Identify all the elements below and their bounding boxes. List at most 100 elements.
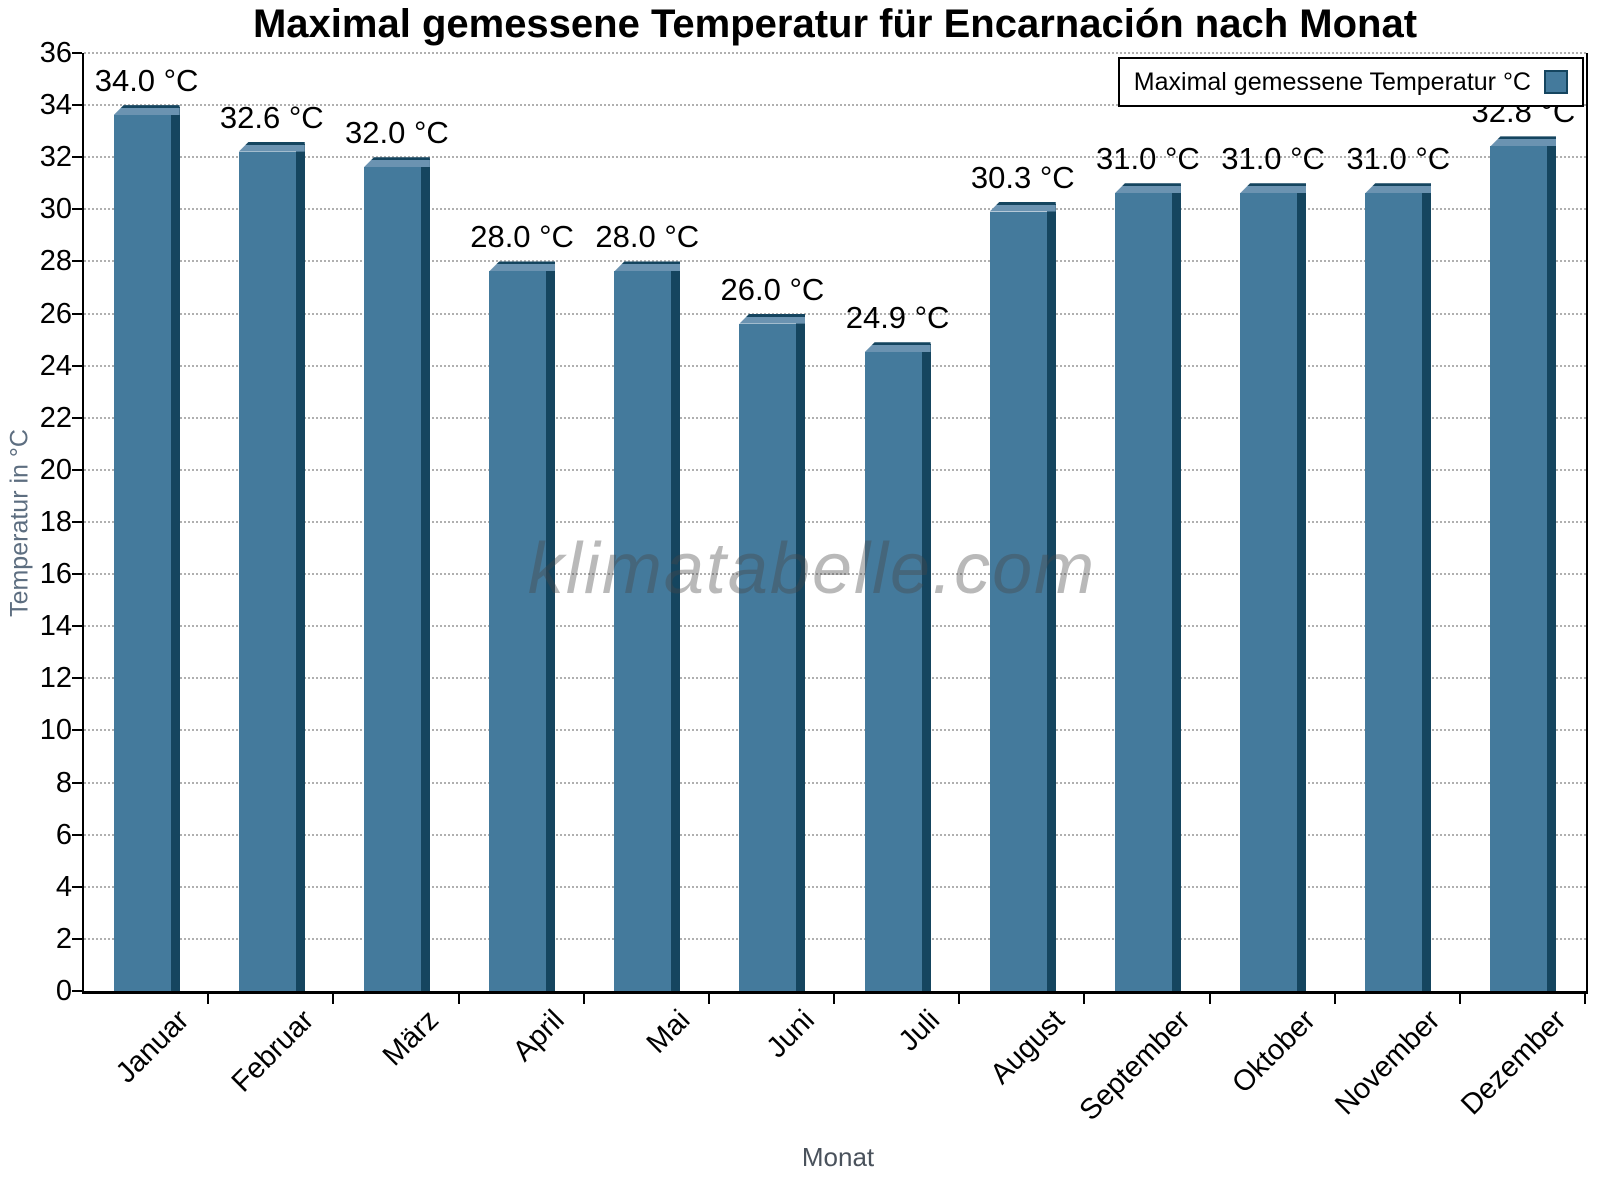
y-tick-mark — [72, 781, 82, 784]
bar-front-face — [238, 151, 296, 991]
bar: 30.3 °C — [971, 160, 1075, 991]
bar: 31.0 °C — [1221, 141, 1325, 991]
bar-top-face — [238, 141, 305, 152]
y-tick-label: 30 — [39, 193, 72, 226]
y-tick-label: 6 — [55, 818, 72, 851]
bar-side-face — [1547, 138, 1557, 991]
y-tick-label: 12 — [39, 662, 72, 695]
bar-side-face — [170, 107, 180, 991]
bar-top-face — [1490, 136, 1557, 147]
bar: 31.0 °C — [1096, 141, 1200, 991]
bar-top-face — [113, 105, 180, 116]
x-tick-mark — [1333, 994, 1336, 1004]
bar-front-face — [989, 211, 1047, 991]
gridline — [84, 104, 1586, 107]
bar-value-label: 28.0 °C — [595, 219, 700, 255]
bar-side-face — [671, 263, 681, 991]
x-tick-mark — [1083, 994, 1086, 1004]
bar-side-face — [1297, 185, 1307, 991]
y-tick-label: 20 — [39, 453, 72, 486]
x-tick-mark — [1208, 994, 1211, 1004]
gridline — [84, 416, 1586, 419]
bar-front-face — [1365, 193, 1423, 991]
y-tick-label: 28 — [39, 245, 72, 278]
bar: 34.0 °C — [95, 63, 198, 991]
x-category-label: August — [984, 1004, 1072, 1091]
y-tick-label: 18 — [39, 506, 72, 538]
y-tick-mark — [72, 364, 82, 367]
bar-top-face — [1240, 183, 1307, 194]
gridline — [84, 364, 1586, 367]
bar-side-face — [420, 159, 430, 991]
bar-top-face — [363, 157, 430, 168]
bar-value-label: 30.3 °C — [970, 159, 1075, 195]
y-tick-mark — [72, 104, 82, 107]
y-tick-mark — [72, 416, 82, 419]
y-tick-mark — [72, 260, 82, 263]
gridline — [84, 260, 1586, 263]
bar-side-face — [1046, 203, 1056, 991]
x-axis-title: Monat — [801, 1142, 875, 1172]
x-category-label: September — [1073, 1004, 1197, 1127]
gridline — [84, 468, 1586, 471]
x-tick-mark — [1584, 994, 1586, 1004]
y-tick-mark — [72, 208, 82, 211]
bar-value-label: 32.0 °C — [345, 115, 449, 151]
bar-value-label: 31.0 °C — [1346, 141, 1451, 177]
bar-top-face — [739, 313, 806, 324]
y-tick-label: 10 — [39, 714, 72, 747]
x-category-label: Dezember — [1454, 1004, 1573, 1122]
bar-side-face — [921, 344, 931, 991]
y-tick-label: 0 — [55, 975, 72, 1007]
bar: 28.0 °C — [595, 219, 699, 991]
x-tick-mark — [582, 994, 585, 1004]
y-tick-mark — [72, 52, 82, 54]
gridline — [84, 52, 1586, 54]
bar-value-label: 32.6 °C — [219, 99, 324, 135]
legend: Maximal gemessene Temperatur °C — [1117, 57, 1584, 107]
x-category-label: Februar — [225, 1004, 321, 1099]
y-tick-mark — [72, 677, 82, 680]
bar: 24.9 °C — [846, 300, 949, 991]
x-tick-mark — [457, 994, 460, 1004]
x-tick-mark — [207, 994, 210, 1004]
gridline — [84, 156, 1586, 159]
y-tick-mark — [72, 833, 82, 836]
bar-top-face — [489, 261, 556, 272]
bar-value-label: 24.9 °C — [845, 300, 950, 336]
x-category-label: Mai — [640, 1004, 696, 1060]
y-tick-label: 36 — [39, 37, 72, 69]
bar-side-face — [796, 315, 806, 991]
legend-swatch-icon — [1544, 70, 1568, 94]
y-tick-label: 24 — [39, 349, 72, 382]
y-tick-mark — [72, 729, 82, 732]
gridline — [84, 677, 1586, 680]
x-category-label: November — [1329, 1004, 1447, 1122]
x-category-label: April — [507, 1004, 571, 1068]
bar-front-face — [489, 271, 547, 991]
bar-front-face — [113, 115, 171, 991]
gridline — [84, 573, 1586, 576]
bar-side-face — [546, 263, 556, 991]
legend-label: Maximal gemessene Temperatur °C — [1133, 67, 1531, 96]
bar-front-face — [614, 271, 672, 991]
y-tick-mark — [72, 156, 82, 159]
gridline — [84, 937, 1586, 940]
x-category-label: März — [377, 1004, 446, 1073]
y-tick-label: 34 — [39, 89, 72, 122]
gridline — [84, 208, 1586, 211]
bar-front-face — [739, 323, 797, 991]
y-tick-mark — [72, 885, 82, 888]
bar-front-face — [363, 167, 421, 991]
y-tick-label: 2 — [55, 922, 72, 955]
bar: 28.0 °C — [470, 219, 574, 991]
bar-front-face — [864, 352, 922, 991]
x-tick-mark — [833, 994, 835, 1004]
x-tick-mark — [332, 994, 335, 1004]
bar-front-face — [1490, 146, 1548, 991]
bar-top-face — [864, 342, 931, 353]
y-tick-mark — [72, 625, 82, 628]
y-tick-mark — [72, 573, 82, 576]
y-tick-mark — [72, 990, 82, 992]
bar-value-label: 31.0 °C — [1096, 141, 1200, 177]
